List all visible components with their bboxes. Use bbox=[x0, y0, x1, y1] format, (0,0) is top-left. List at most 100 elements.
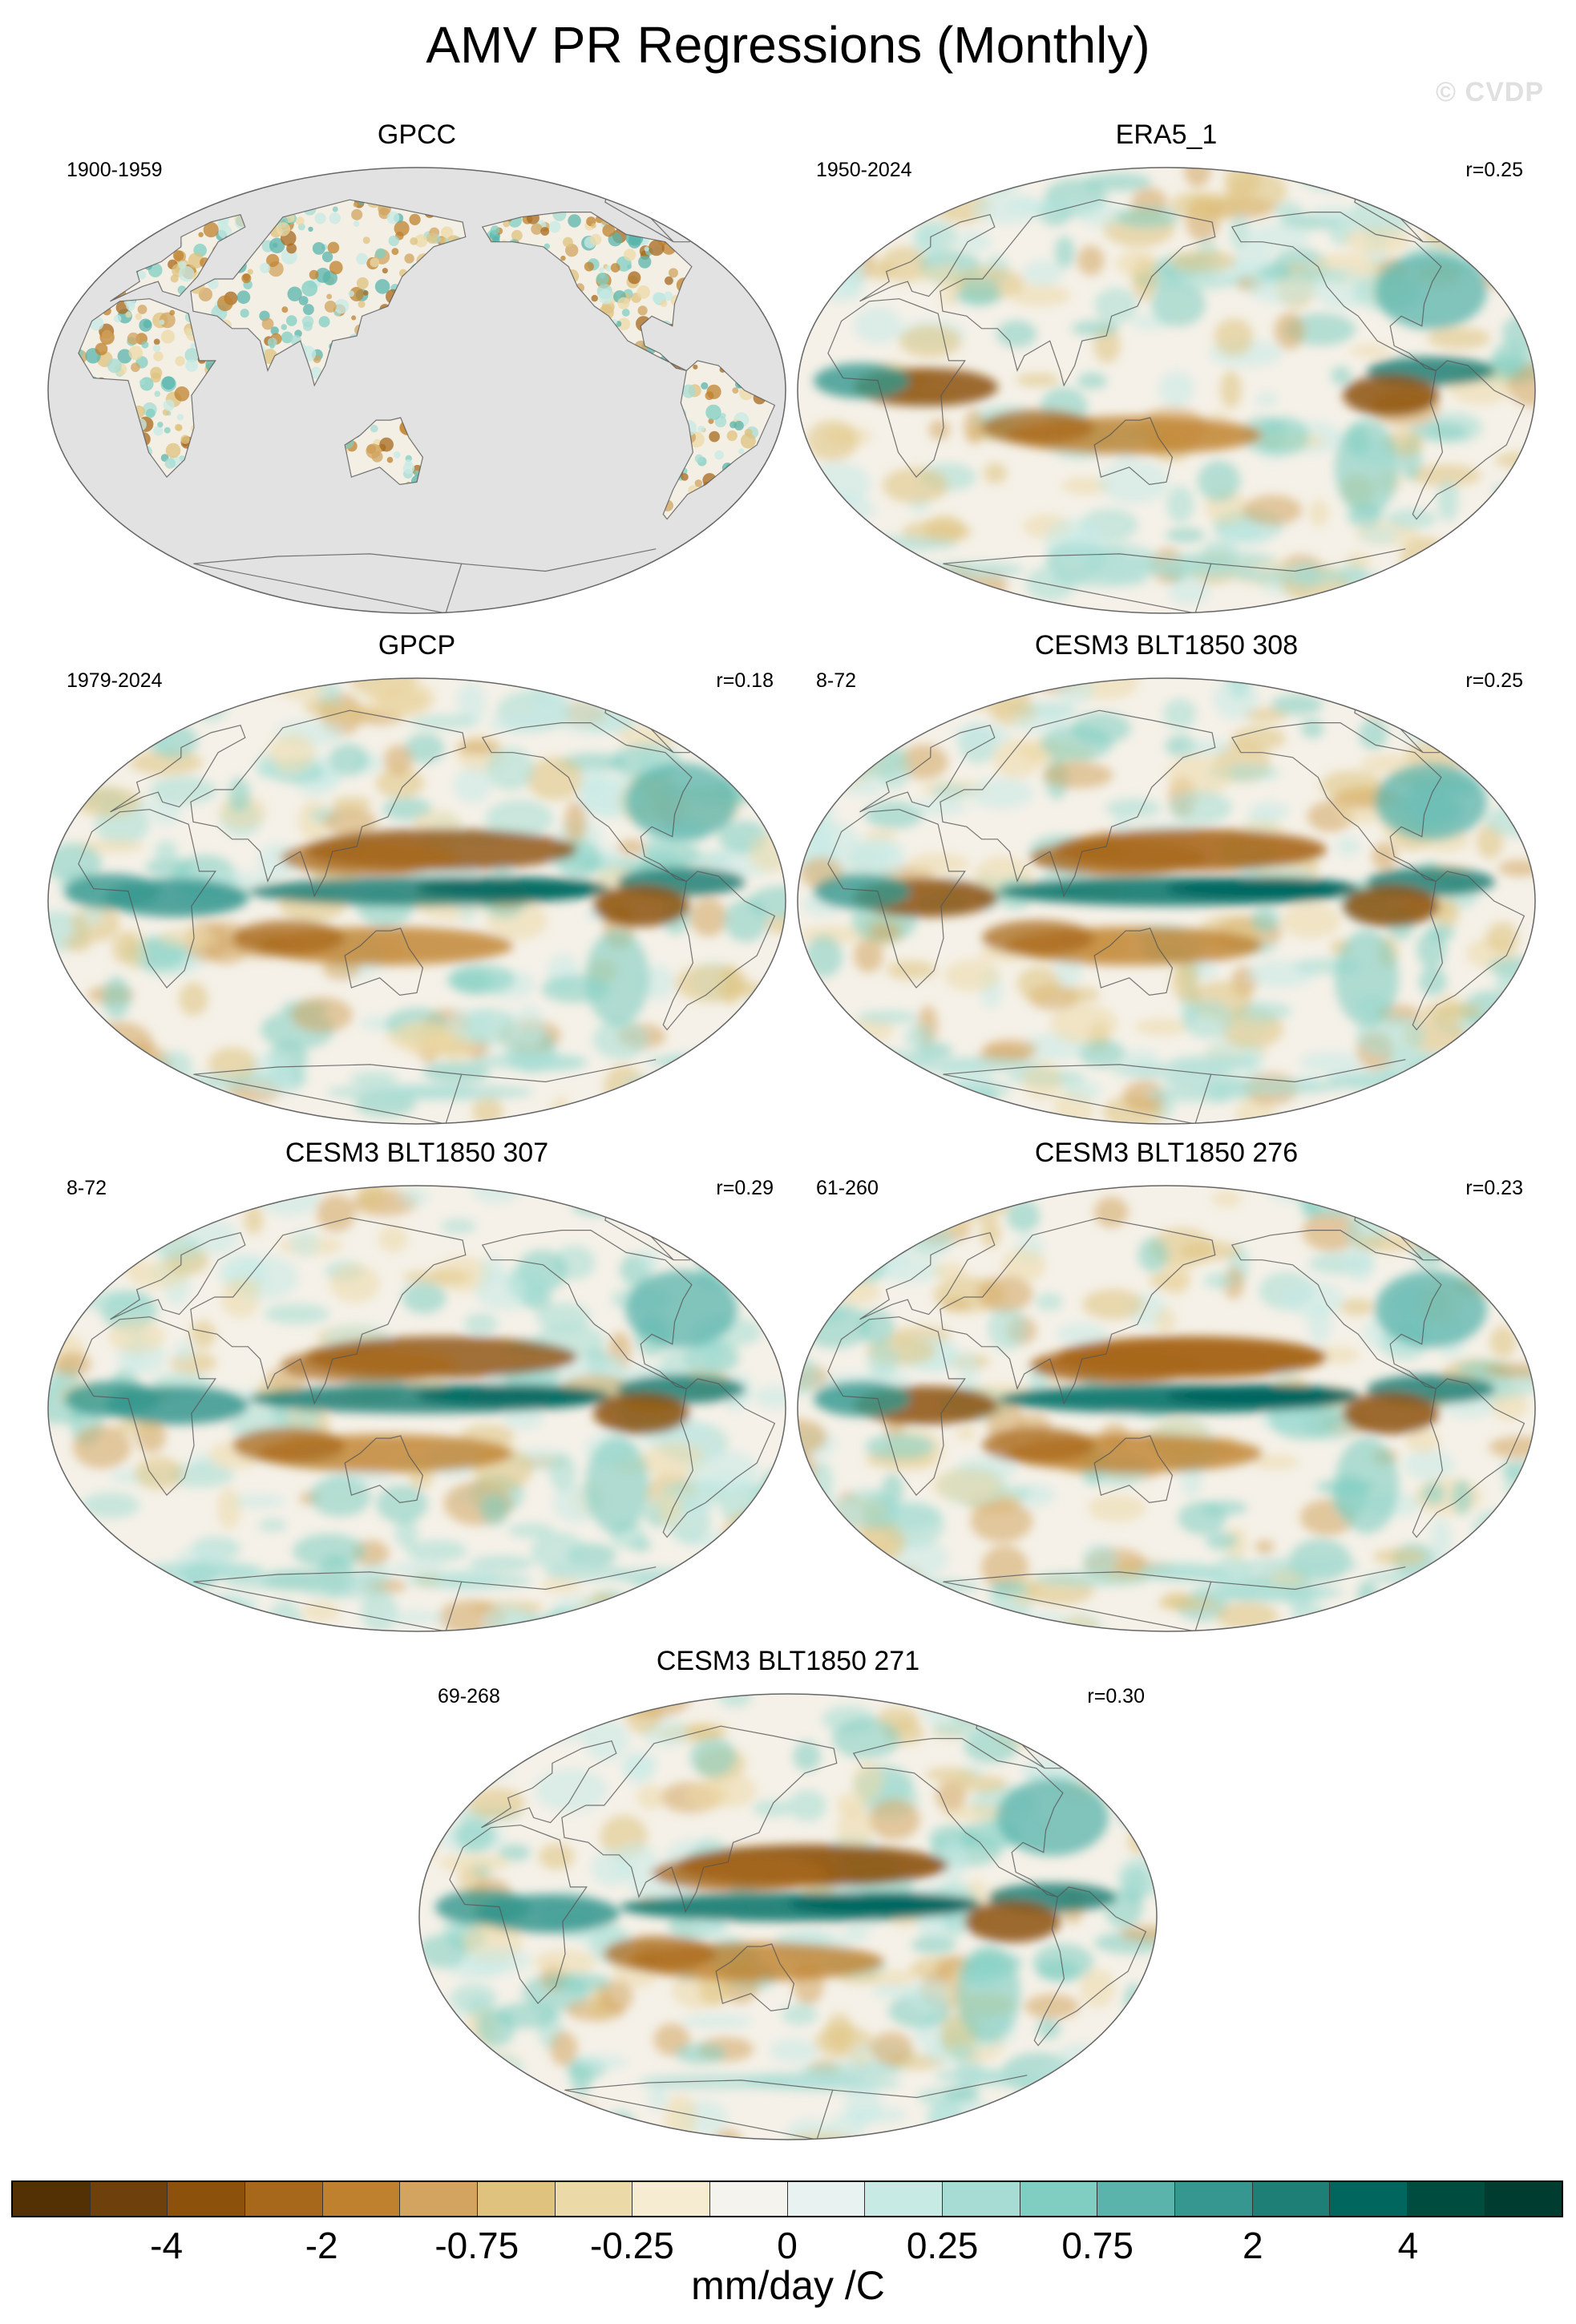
field-blob bbox=[798, 1186, 823, 1206]
coastline-asia bbox=[940, 709, 1216, 898]
field-blob bbox=[417, 877, 609, 899]
field-blob bbox=[1362, 678, 1395, 717]
field-blob bbox=[48, 1567, 132, 1584]
map-outline bbox=[797, 1185, 1536, 1632]
field-blob bbox=[585, 1437, 649, 1534]
field-blob bbox=[1412, 1235, 1447, 1267]
field-blob bbox=[1308, 499, 1329, 527]
field-blob bbox=[507, 1522, 555, 1538]
field-blob bbox=[536, 1302, 591, 1332]
field-blob bbox=[959, 277, 1000, 306]
field-blob bbox=[273, 1570, 391, 1587]
field-blob bbox=[1077, 372, 1107, 390]
field-blob bbox=[526, 757, 584, 801]
field-blob bbox=[66, 678, 106, 695]
coastline-namerica bbox=[852, 1738, 1064, 1898]
field-blob bbox=[593, 885, 689, 927]
field-blob bbox=[968, 778, 1034, 810]
field-blob bbox=[1166, 877, 1359, 899]
coastline-africa bbox=[827, 298, 966, 479]
field-blob bbox=[700, 678, 739, 693]
field-blob bbox=[1281, 1281, 1344, 1317]
field-blob bbox=[867, 261, 894, 281]
field-blob bbox=[911, 798, 968, 816]
field-blob bbox=[406, 1539, 468, 1562]
field-blob bbox=[426, 2058, 491, 2072]
field-blob bbox=[224, 678, 271, 693]
field-blob bbox=[798, 1100, 839, 1122]
colorbar-swatch bbox=[1020, 2182, 1098, 2216]
field-blob bbox=[1491, 1388, 1528, 1421]
field-blob bbox=[1163, 698, 1197, 730]
field-blob bbox=[417, 1384, 609, 1407]
watermark: © CVDP bbox=[1436, 77, 1544, 107]
field-blob bbox=[216, 1487, 241, 1530]
field-blob bbox=[652, 1856, 828, 1891]
field-blob bbox=[507, 1263, 553, 1303]
robinson-map bbox=[797, 1185, 1536, 1632]
field-blob bbox=[739, 678, 759, 697]
field-blob bbox=[419, 1760, 471, 1785]
field-blob bbox=[1150, 281, 1206, 327]
field-blob bbox=[1280, 903, 1341, 939]
field-blob bbox=[670, 1207, 704, 1241]
field-blob bbox=[834, 1220, 883, 1238]
colorbar-swatch bbox=[1252, 2182, 1331, 2216]
field-blob bbox=[761, 1096, 784, 1124]
field-blob bbox=[641, 964, 674, 1000]
field-blob bbox=[882, 467, 949, 504]
field-blob bbox=[557, 2103, 599, 2134]
field-blob bbox=[592, 1019, 649, 1060]
field-blob bbox=[1166, 1384, 1359, 1407]
coastline-samerica bbox=[662, 360, 776, 520]
map-panel-cesm3-271: CESM3 BLT1850 271 69-268 r=0.30 bbox=[415, 1645, 1161, 2142]
field-blob bbox=[55, 1568, 116, 1590]
field-blob bbox=[447, 964, 515, 995]
coastline-europe bbox=[859, 213, 996, 302]
field-blob bbox=[549, 1453, 576, 1492]
field-blob bbox=[754, 1385, 786, 1409]
field-blob bbox=[324, 808, 378, 836]
colorbar-tick-label: -4 bbox=[150, 2225, 184, 2266]
field-blob bbox=[1375, 1271, 1487, 1348]
field-blob bbox=[394, 1518, 418, 1548]
field-blob bbox=[1111, 1062, 1232, 1079]
field-blob bbox=[291, 996, 353, 1033]
coastline-antarctica bbox=[943, 548, 1406, 613]
field-blob bbox=[1008, 284, 1071, 307]
field-blob bbox=[905, 265, 948, 281]
panel-correlation: r=0.29 bbox=[716, 1177, 774, 1199]
field-blob bbox=[1037, 2018, 1061, 2039]
coastline-europe bbox=[110, 213, 246, 302]
coastline-asia bbox=[940, 1217, 1216, 1405]
field-blob bbox=[1130, 1996, 1157, 2026]
field-blob bbox=[108, 1252, 142, 1272]
field-blob bbox=[713, 1055, 758, 1076]
field-blob bbox=[689, 898, 728, 937]
field-blob bbox=[1061, 1708, 1125, 1740]
field-blob bbox=[256, 754, 277, 779]
field-blob bbox=[685, 1094, 734, 1119]
colorbar-swatch bbox=[865, 2182, 943, 2216]
coastline-namerica bbox=[1230, 722, 1442, 882]
field-blob bbox=[811, 1518, 849, 1558]
field-blob bbox=[486, 747, 535, 791]
coastline-asia bbox=[561, 1725, 838, 1914]
field-blob bbox=[488, 714, 545, 734]
field-blob bbox=[806, 493, 875, 526]
field-blob bbox=[1336, 836, 1361, 857]
field-blob bbox=[599, 1980, 633, 2012]
coastline-africa bbox=[78, 809, 216, 989]
field-blob bbox=[1006, 1199, 1041, 1232]
field-blob bbox=[269, 734, 316, 773]
field-blob bbox=[892, 185, 917, 209]
field-blob bbox=[935, 1780, 967, 1811]
field-blob bbox=[534, 1727, 592, 1741]
coastline-namerica bbox=[481, 722, 693, 882]
field-blob bbox=[852, 1761, 883, 1801]
field-blob bbox=[747, 886, 786, 919]
field-blob bbox=[1470, 730, 1502, 762]
field-blob bbox=[454, 767, 492, 803]
field-blob bbox=[1113, 814, 1133, 835]
field-blob bbox=[950, 592, 1002, 613]
